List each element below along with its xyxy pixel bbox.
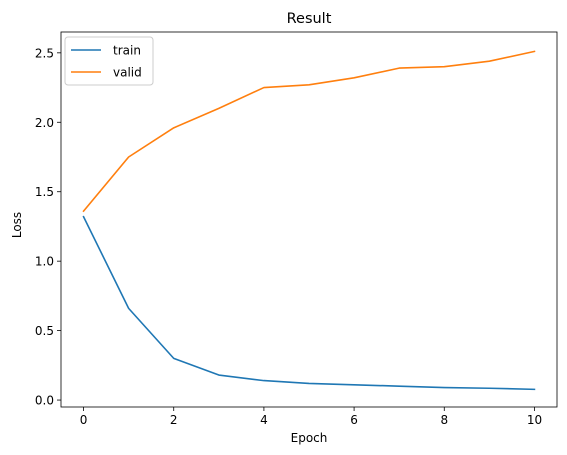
x-tick-label: 6 (350, 413, 358, 427)
x-axis: 0 2 4 6 8 10 (80, 407, 542, 427)
y-tick-label: 1.0 (35, 255, 54, 269)
y-tick-label: 0.0 (35, 394, 54, 408)
x-tick-label: 10 (527, 413, 542, 427)
y-tick-label: 0.5 (35, 324, 54, 338)
x-tick-label: 2 (170, 413, 178, 427)
plot-area (60, 31, 558, 408)
legend: train valid (64, 36, 154, 86)
series-lines (82, 50, 536, 391)
legend-box (64, 36, 154, 86)
axes-frame (60, 31, 558, 408)
x-tick-label: 0 (80, 413, 88, 427)
y-tick-label: 2.5 (35, 46, 54, 60)
y-tick-label: 1.5 (35, 185, 54, 199)
series-line-valid (82, 50, 536, 213)
chart-title: Result (287, 11, 332, 27)
y-axis: 0.0 0.5 1.0 1.5 2.0 2.5 (35, 46, 61, 408)
x-tick-label: 8 (440, 413, 448, 427)
x-tick-label: 4 (260, 413, 268, 427)
legend-label-valid: valid (113, 66, 142, 80)
series-line-train (82, 215, 536, 391)
x-axis-label: Epoch (291, 431, 328, 445)
y-tick-label: 2.0 (35, 116, 54, 130)
y-axis-label: Loss (10, 212, 24, 238)
legend-label-train: train (113, 44, 141, 58)
